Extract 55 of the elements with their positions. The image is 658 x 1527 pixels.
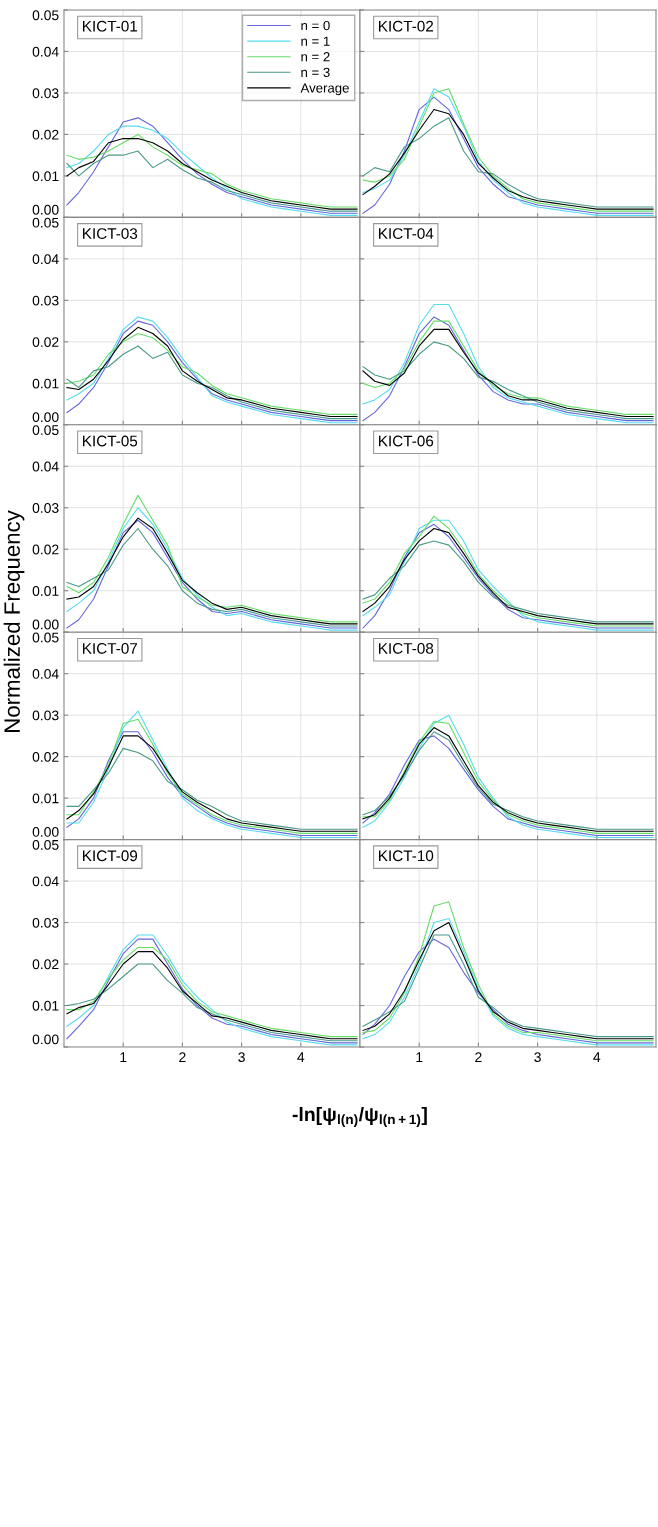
y-tick-label: 0.00 — [32, 412, 59, 423]
text: KICT-03 — [83, 228, 138, 239]
y-tick-label: 0.05 — [32, 632, 59, 643]
y-tick-label: 0.05 — [32, 425, 59, 435]
legend-label: n = 2 — [301, 52, 330, 62]
y-tick-label: 0.02 — [32, 544, 59, 555]
legend-label: n = 0 — [301, 20, 330, 31]
y-tick-label: 0.00 — [32, 1034, 59, 1045]
text: KICT-08 — [379, 642, 434, 654]
x-tick-label: 2 — [179, 1052, 186, 1062]
y-tick-label: 0.03 — [32, 917, 59, 928]
x-tick-label: 1 — [120, 1052, 127, 1062]
text: KICT-05 — [83, 435, 138, 447]
text: KICT-09 — [83, 850, 138, 862]
y-tick-label: 0.03 — [32, 295, 59, 306]
x-tick-label: 4 — [593, 1052, 601, 1062]
legend-label: n = 1 — [301, 36, 330, 46]
x-tick-label: 3 — [534, 1052, 541, 1063]
y-tick-label: 0.04 — [32, 46, 59, 57]
y-tick-label: 0.01 — [32, 171, 59, 182]
y-tick-label: 0.02 — [32, 959, 59, 970]
x-axis-title: -ln[ψ$_{l(n)}$/ψ$_{l(n+1)}$] — [292, 1106, 427, 1127]
y-tick-label: 0.05 — [32, 839, 59, 850]
legend-label: Average — [300, 83, 349, 96]
y-tick-label: 0.03 — [32, 503, 59, 513]
y-tick-label: 0.00 — [32, 204, 59, 215]
text: KICT-06 — [379, 435, 434, 447]
y-tick-label: 0.01 — [32, 378, 59, 389]
y-tick-label: 0.05 — [32, 10, 59, 21]
y-axis-title: Normalized Frequency — [3, 510, 25, 732]
text: KICT-07 — [83, 642, 138, 654]
x-tick-label: 1 — [416, 1052, 423, 1062]
y-tick-label: 0.04 — [32, 669, 59, 679]
y-tick-label: 0.03 — [32, 710, 59, 721]
y-tick-label: 0.01 — [32, 793, 59, 804]
y-tick-label: 0.00 — [32, 619, 59, 630]
y-tick-label: 0.02 — [32, 751, 59, 762]
y-tick-label: 0.02 — [32, 337, 59, 348]
text: KICT-04 — [379, 228, 434, 239]
x-tick-label: 2 — [475, 1052, 482, 1062]
y-tick-label: 0.02 — [32, 129, 59, 140]
y-tick-label: 0.01 — [32, 1000, 59, 1011]
y-tick-label: 0.04 — [32, 254, 59, 265]
y-tick-label: 0.05 — [32, 217, 59, 228]
y-tick-label: 0.04 — [32, 876, 59, 887]
legend-label: n = 3 — [301, 67, 330, 78]
x-tick-label: 3 — [238, 1052, 245, 1063]
y-tick-label: 0.00 — [32, 827, 59, 837]
text: KICT-01 — [83, 20, 138, 32]
y-tick-label: 0.01 — [32, 586, 59, 596]
text: KICT-10 — [379, 850, 434, 862]
text: KICT-02 — [379, 20, 434, 32]
x-tick-label: 4 — [297, 1052, 305, 1062]
y-tick-label: 0.04 — [32, 461, 59, 472]
y-tick-label: 0.03 — [32, 88, 59, 99]
